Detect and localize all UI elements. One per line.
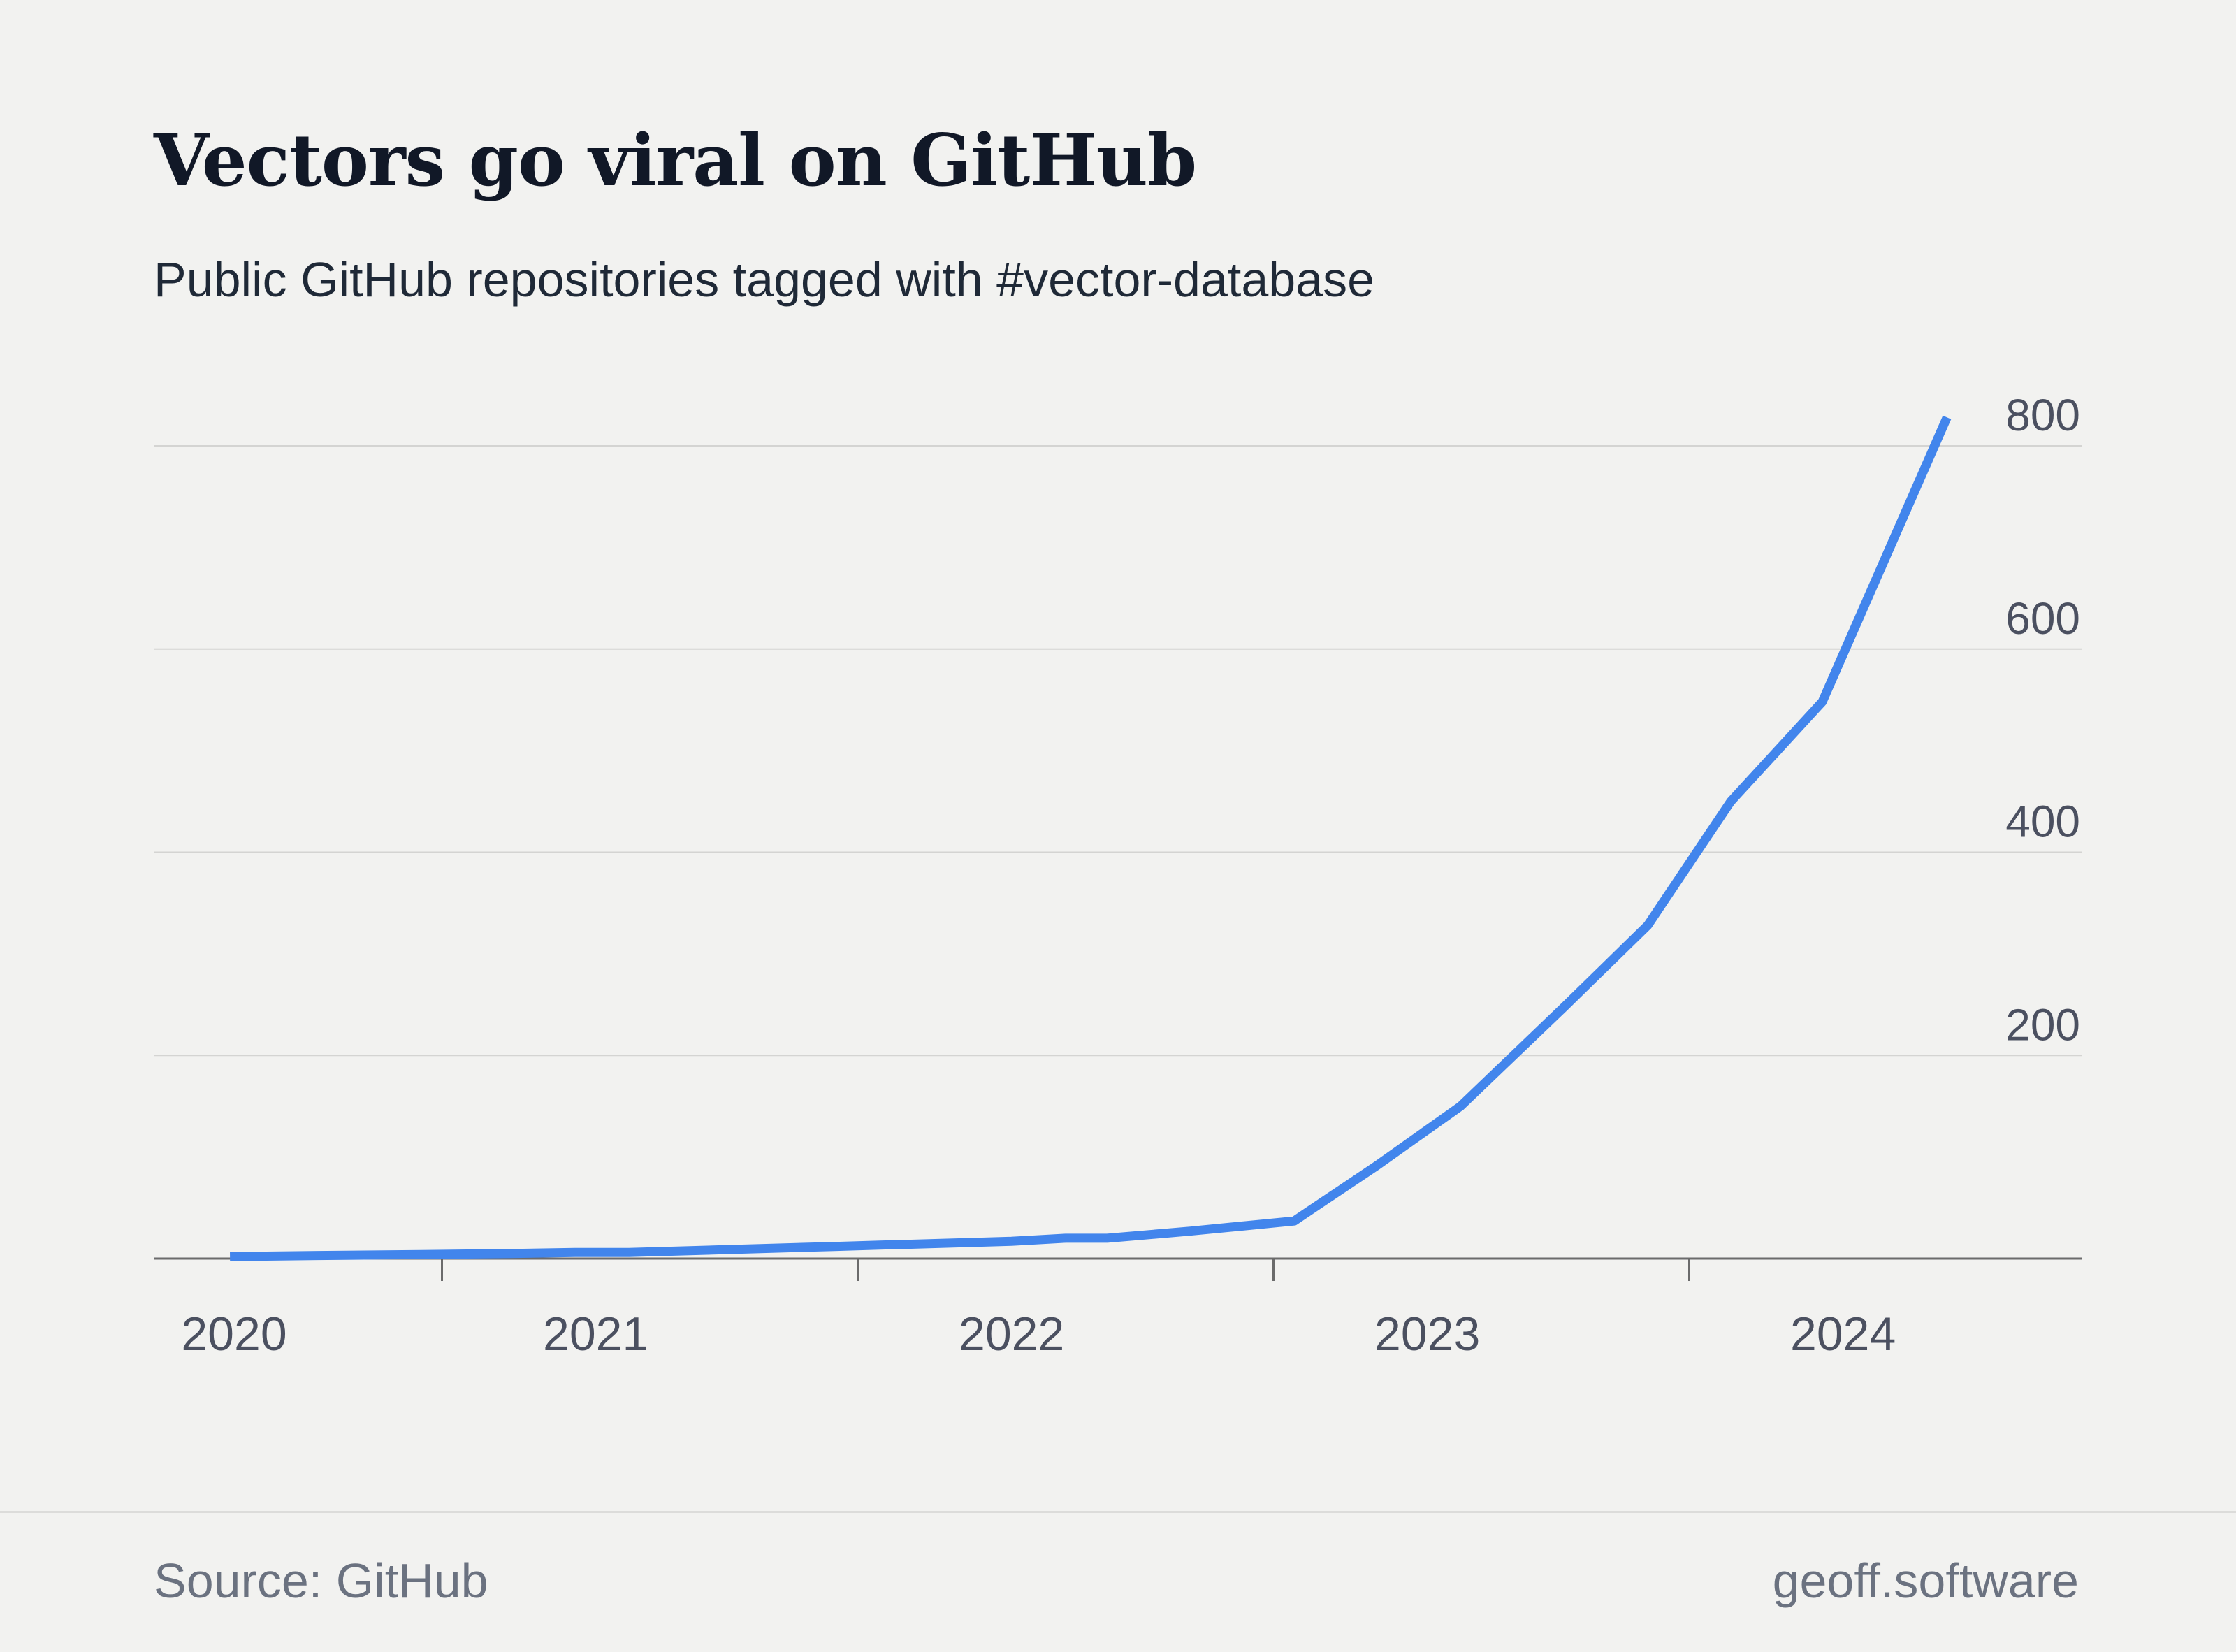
x-tick-label-2021: 2021 (543, 1307, 648, 1361)
data-point-16 (1560, 1002, 1569, 1010)
data-point-0 (226, 1252, 234, 1261)
x-tick-label-2024: 2024 (1790, 1307, 1896, 1361)
chart-subtitle: Public GitHub repositories tagged with #… (154, 252, 1375, 307)
data-point-4 (571, 1248, 579, 1256)
data-point-8 (937, 1239, 945, 1247)
footer-divider (0, 1511, 2236, 1513)
data-point-1 (313, 1252, 321, 1260)
y-tick-label-200: 200 (2005, 999, 2080, 1050)
data-point-3 (509, 1249, 517, 1258)
x-tick-label-2020: 2020 (181, 1307, 286, 1361)
data-point-15 (1456, 1102, 1465, 1110)
data-point-10 (1061, 1234, 1070, 1242)
data-point-11 (1103, 1234, 1112, 1242)
data-point-9 (1008, 1237, 1016, 1245)
x-tick-label-2023: 2023 (1374, 1307, 1480, 1361)
source-note: Source: GitHub (154, 1553, 488, 1608)
y-tick-label-800: 800 (2005, 390, 2080, 440)
data-point-20 (1943, 413, 1951, 421)
data-point-19 (1818, 697, 1827, 706)
data-point-5 (625, 1248, 633, 1256)
chart-title: Vectors go viral on GitHub (154, 119, 1197, 203)
data-point-18 (1727, 797, 1735, 806)
data-point-12 (1186, 1227, 1195, 1236)
data-point-14 (1373, 1161, 1381, 1169)
series-line (230, 415, 1952, 1261)
data-point-2 (417, 1250, 426, 1259)
data-point-13 (1290, 1217, 1298, 1225)
x-tick-label-2022: 2022 (959, 1307, 1064, 1361)
y-tick-label-400: 400 (2005, 797, 2080, 847)
data-point-17 (1643, 921, 1652, 929)
site-credit: geoff.software (1772, 1553, 2079, 1608)
data-point-6 (729, 1245, 737, 1254)
y-tick-label-600: 600 (2005, 593, 2080, 644)
data-point-7 (833, 1242, 841, 1251)
